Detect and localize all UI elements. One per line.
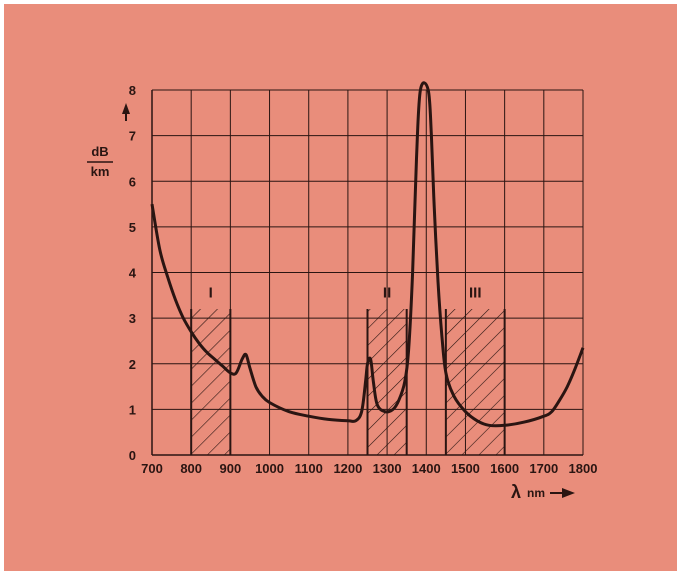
y-arrow-icon [122, 103, 130, 114]
y-tick-label-2: 2 [129, 357, 136, 372]
tick-labels: 700 800 900 1000 1100 1200 1300 1400 1500 1600 170… [129, 83, 598, 476]
x-tick-label-1000: 1000 [255, 461, 284, 476]
y-tick-label-7: 7 [129, 129, 136, 144]
window-hatch-3 [445, 309, 505, 455]
x-tick-label-1300: 1300 [373, 461, 402, 476]
x-arrow-icon [562, 488, 575, 498]
ylabel-top: dB [91, 144, 108, 159]
window-label-2: II [383, 285, 391, 302]
chart-card [4, 4, 677, 571]
x-tick-label-800: 800 [180, 461, 202, 476]
x-tick-label-1500: 1500 [451, 461, 480, 476]
x-tick-label-1400: 1400 [412, 461, 441, 476]
y-tick-label-8: 8 [129, 83, 136, 98]
x-tick-label-1600: 1600 [490, 461, 519, 476]
y-tick-label-6: 6 [129, 174, 136, 189]
window-label-3: III [469, 285, 482, 302]
wavelength-windows: I II III [190, 285, 506, 455]
xlabel-symbol: λ [511, 482, 521, 502]
x-tick-label-900: 900 [220, 461, 242, 476]
y-tick-label-4: 4 [129, 266, 137, 281]
attenuation-curve [150, 81, 585, 428]
y-tick-label-1: 1 [129, 402, 136, 417]
y-tick-label-0: 0 [129, 448, 136, 463]
x-tick-label-700: 700 [141, 461, 163, 476]
y-tick-label-3: 3 [129, 311, 136, 326]
axes [151, 90, 583, 456]
x-tick-label-1800: 1800 [569, 461, 598, 476]
x-tick-label-1700: 1700 [529, 461, 558, 476]
y-tick-label-5: 5 [129, 220, 136, 235]
window-hatch-1 [191, 309, 231, 455]
x-tick-label-1200: 1200 [333, 461, 362, 476]
ylabel-bottom: km [91, 164, 110, 179]
window-label-1: I [209, 285, 213, 302]
x-tick-label-1100: 1100 [295, 461, 323, 476]
xlabel-unit: nm [527, 486, 545, 500]
